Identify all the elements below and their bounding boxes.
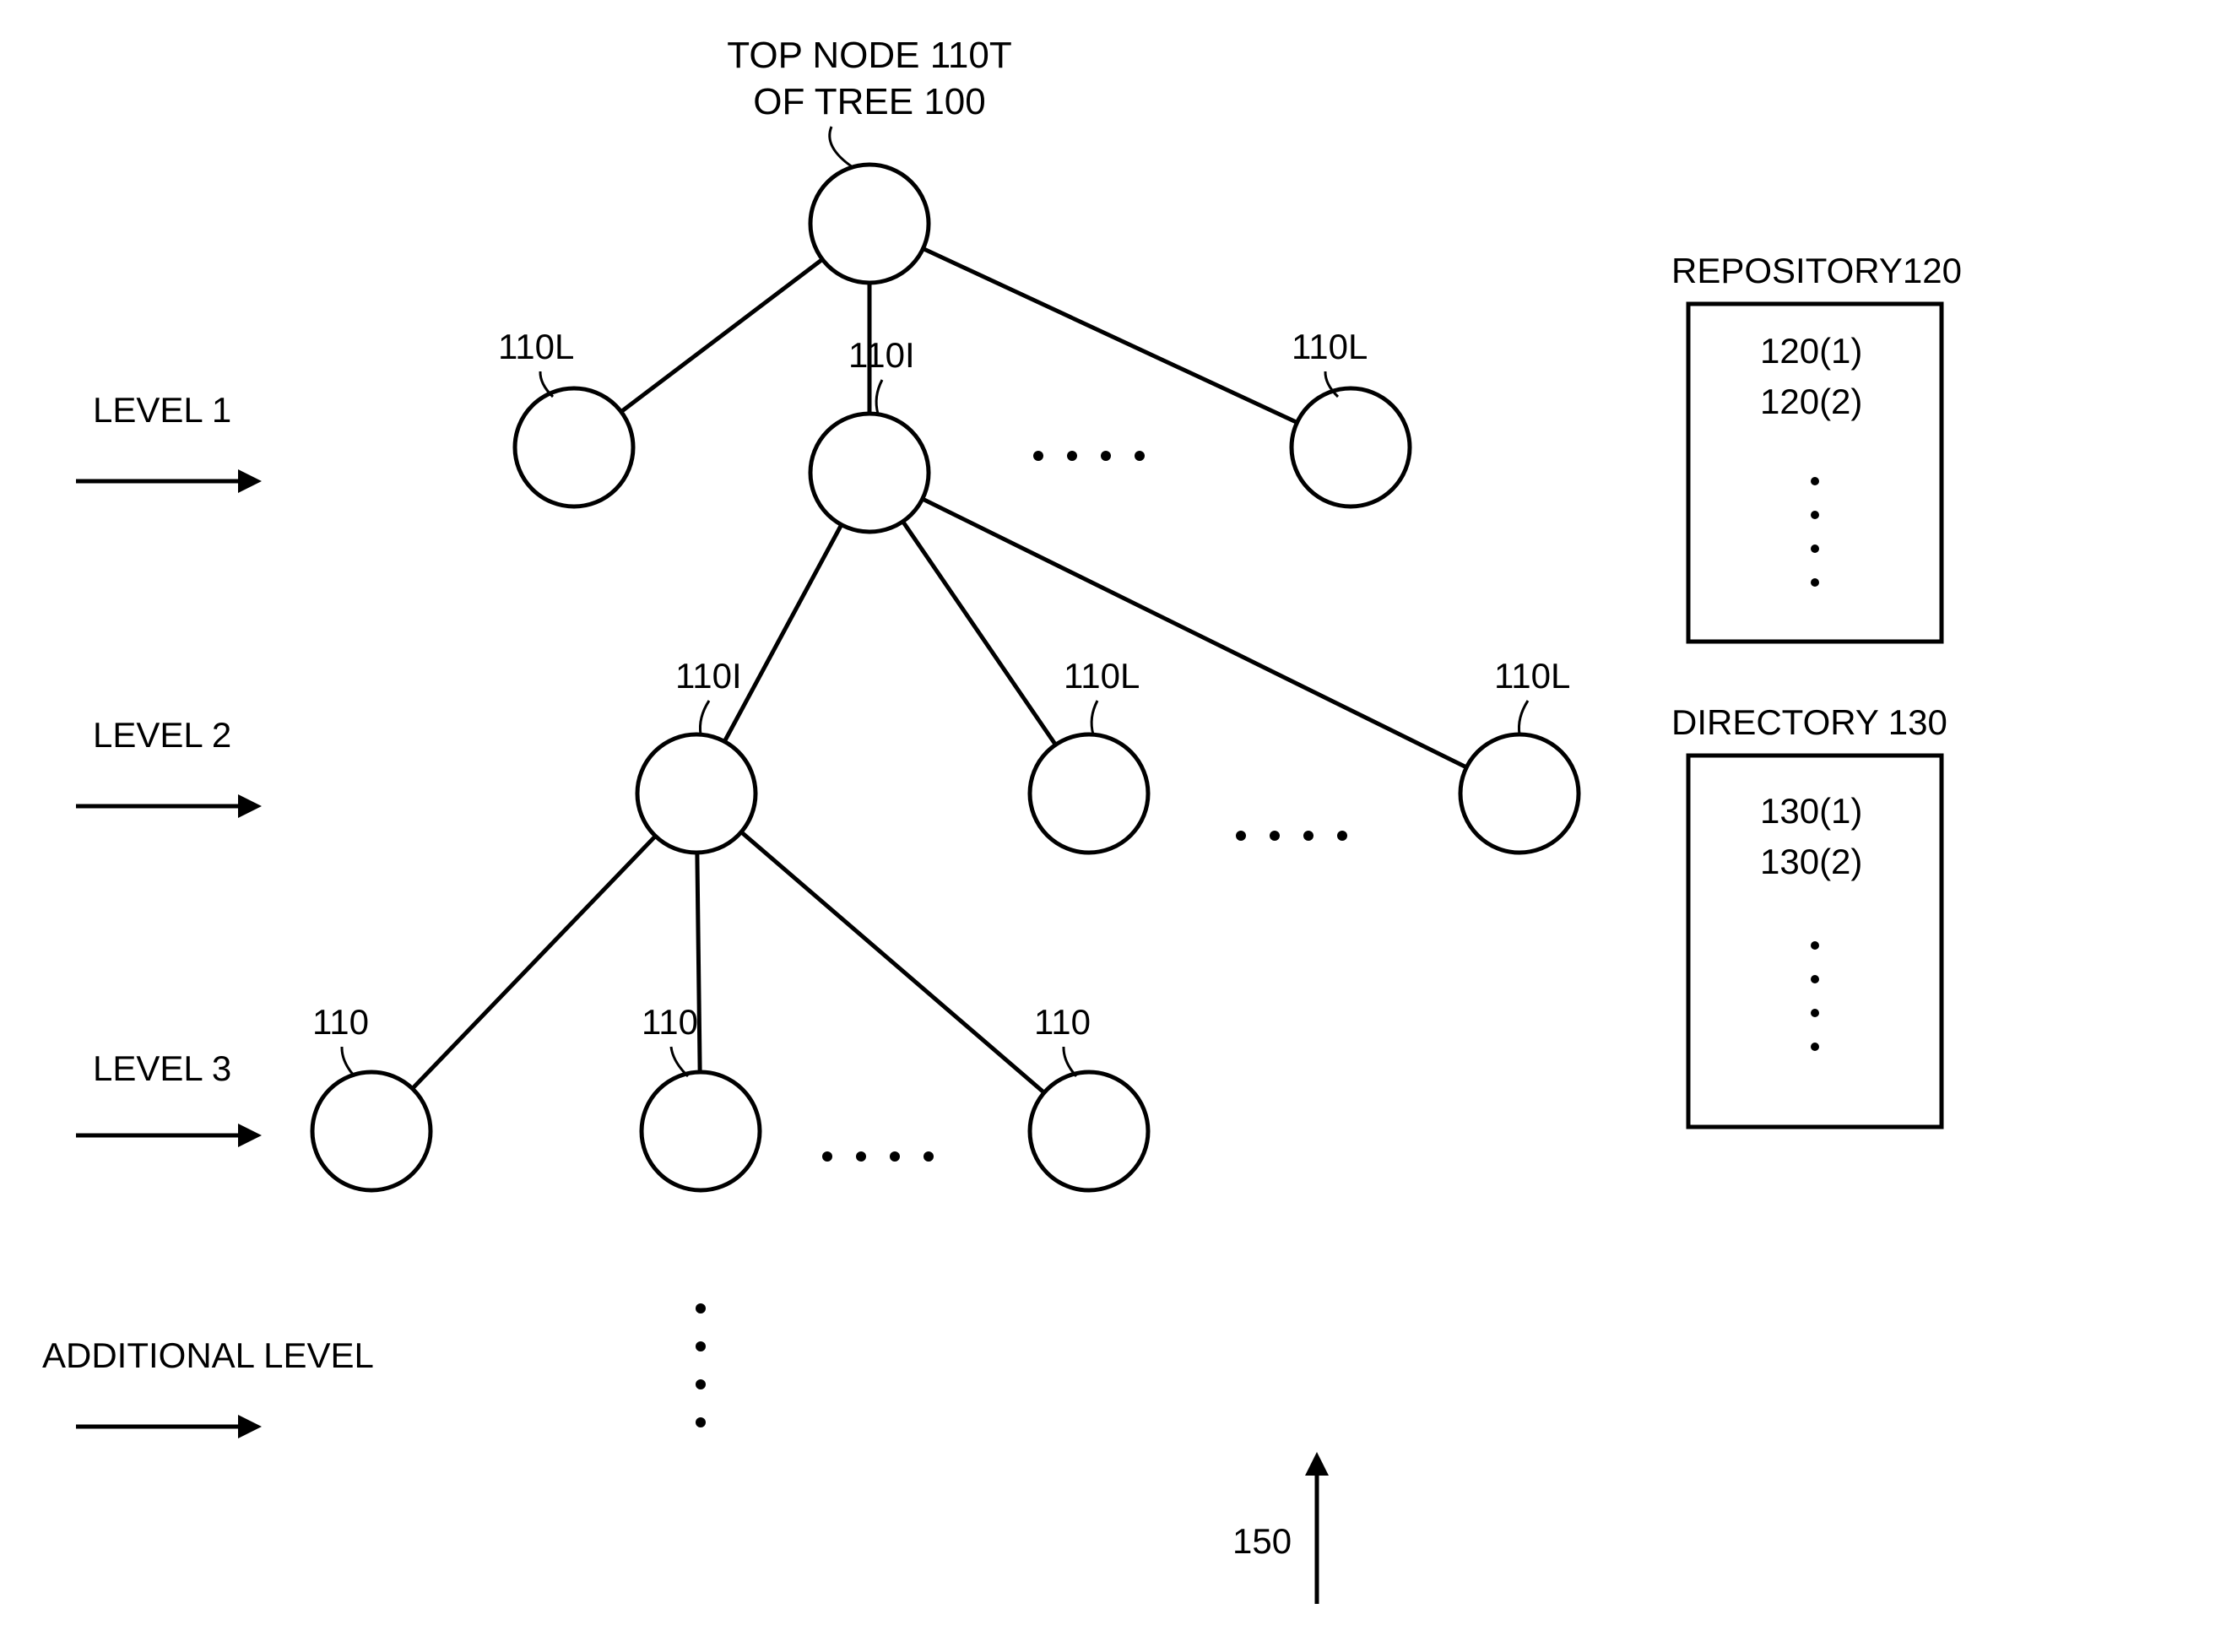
ellipsis-dot [822, 1151, 832, 1162]
vdots [1811, 511, 1819, 519]
node-label: 110L [1494, 656, 1570, 696]
repository-item: 120(1) [1760, 331, 1862, 371]
tree-node [312, 1072, 431, 1190]
ellipsis-dot [1067, 451, 1077, 461]
vdots [1811, 578, 1819, 587]
node-label: 110I [848, 335, 915, 375]
node-label: 110L [498, 327, 574, 366]
up-arrow-label: 150 [1232, 1521, 1292, 1561]
node-label: 110I [675, 656, 742, 696]
tree-node [1030, 1072, 1148, 1190]
vdots [696, 1303, 706, 1313]
level-label: LEVEL 2 [93, 715, 231, 755]
ellipsis-dot [1303, 831, 1313, 841]
directory-item: 130(2) [1760, 842, 1862, 881]
vdots [1811, 941, 1819, 950]
repository-title: REPOSITORY120 [1671, 251, 1962, 290]
vdots [1811, 477, 1819, 485]
level-label: ADDITIONAL LEVEL [42, 1335, 374, 1375]
tree-node [1292, 388, 1410, 506]
directory-item: 130(1) [1760, 791, 1862, 831]
ellipsis-dot [1270, 831, 1280, 841]
ellipsis-dot [924, 1151, 934, 1162]
vdots [1811, 544, 1819, 553]
node-label: 110 [642, 1002, 698, 1042]
vdots [696, 1417, 706, 1427]
level-label: LEVEL 3 [93, 1048, 231, 1088]
directory-title: DIRECTORY 130 [1671, 702, 1947, 742]
vdots [1811, 975, 1819, 983]
vdots [1811, 1009, 1819, 1017]
vdots [1811, 1043, 1819, 1051]
tree-node [810, 414, 929, 532]
vdots [696, 1341, 706, 1351]
diagram-title: OF TREE 100 [753, 81, 986, 122]
ellipsis-dot [890, 1151, 900, 1162]
tree-node [642, 1072, 760, 1190]
ellipsis-dot [1236, 831, 1246, 841]
level-label: LEVEL 1 [93, 390, 231, 430]
ellipsis-dot [1101, 451, 1111, 461]
tree-node [637, 734, 756, 853]
node-label: 110L [1292, 327, 1368, 366]
tree-node [810, 165, 929, 283]
node-label: 110 [1034, 1002, 1091, 1042]
ellipsis-dot [856, 1151, 866, 1162]
tree-node [515, 388, 633, 506]
vdots [696, 1379, 706, 1389]
node-label: 110 [312, 1002, 369, 1042]
ellipsis-dot [1033, 451, 1043, 461]
ellipsis-dot [1135, 451, 1145, 461]
tree-node [1030, 734, 1148, 853]
diagram-title: TOP NODE 110T [727, 35, 1011, 76]
ellipsis-dot [1337, 831, 1347, 841]
tree-node [1460, 734, 1579, 853]
repository-item: 120(2) [1760, 382, 1862, 421]
node-label: 110L [1064, 656, 1140, 696]
